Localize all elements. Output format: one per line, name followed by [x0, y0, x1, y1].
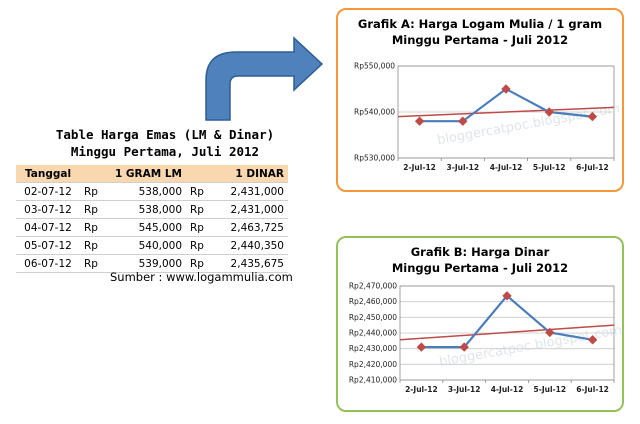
chart-b-title-line1: Grafik B: Harga Dinar	[410, 245, 550, 259]
chart-b-xtick-label: 6-Jul-12	[576, 385, 609, 394]
chart-a-title: Grafik A: Harga Logam Mulia / 1 gram Min…	[338, 16, 622, 48]
chart-a-title-line2: Minggu Pertama - Juli 2012	[391, 33, 569, 47]
cell-date: 02-07-12	[16, 182, 80, 201]
chart-b-ytick-label: Rp2,470,000	[349, 282, 397, 291]
cell-currency: Rp	[186, 236, 218, 255]
chart-a-plot: Rp530,000 Rp540,000 Rp550,000 2-Jul-12 3-Jul…	[354, 62, 621, 173]
chart-a-xtick-label: 4-Jul-12	[490, 163, 523, 172]
chart-b-data-point	[416, 342, 427, 352]
cell-currency: Rp	[80, 218, 112, 237]
chart-b-data-point	[502, 291, 512, 301]
table-title-line2: Minggu Pertama, Juli 2012	[70, 144, 260, 159]
chart-a-data-point	[501, 84, 511, 94]
table-row: 04-07-12 Rp 545,000 Rp 2,463,725	[16, 218, 288, 237]
cell-dinar: 2,435,675	[218, 254, 288, 273]
cell-lm: 545,000	[112, 218, 186, 237]
cell-currency: Rp	[80, 200, 112, 219]
cell-currency: Rp	[186, 200, 218, 219]
chart-b-plot: Rp2,410,000 Rp2,420,000 Rp2,430,000 Rp2,440…	[349, 282, 622, 395]
chart-a-trendline	[397, 106, 615, 118]
cell-lm: 540,000	[112, 236, 186, 255]
chart-a-title-line1: Grafik A: Harga Logam Mulia / 1 gram	[357, 17, 603, 31]
chart-b-data-point	[587, 335, 598, 345]
table-title-line1: Table Harga Emas (LM & Dinar)	[55, 127, 275, 142]
cell-currency: Rp	[186, 218, 218, 237]
chart-b-title-line2: Minggu Pertama - Juli 2012	[391, 261, 569, 275]
table-row: 06-07-12 Rp 539,000 Rp 2,435,675	[16, 254, 288, 273]
chart-b-xtick-label: 2-Jul-12	[405, 385, 438, 394]
chart-b-ytick-label: Rp2,420,000	[349, 360, 397, 369]
chart-b-xtick-label: 5-Jul-12	[534, 385, 567, 394]
chart-b-ytick-label: Rp2,450,000	[349, 313, 397, 322]
chart-b-xtick-label: 3-Jul-12	[448, 385, 481, 394]
cell-date: 04-07-12	[16, 218, 80, 237]
chart-a-panel: Grafik A: Harga Logam Mulia / 1 gram Min…	[336, 8, 624, 192]
cell-date: 05-07-12	[16, 236, 80, 255]
gold-price-table: Tanggal 1 GRAM LM 1 DINAR 02-07-12 Rp 53…	[16, 165, 288, 273]
chart-b-data-point	[459, 342, 469, 352]
chart-a-xtick-label: 5-Jul-12	[533, 163, 566, 172]
cell-lm: 539,000	[112, 254, 186, 273]
chart-a-xtick-label: 6-Jul-12	[576, 163, 609, 172]
chart-b-ytick-label: Rp2,430,000	[349, 344, 397, 353]
cell-currency: Rp	[80, 254, 112, 273]
chart-a-data-point	[587, 111, 598, 122]
cell-dinar: 2,463,725	[218, 218, 288, 237]
header-dinar: 1 DINAR	[186, 165, 288, 183]
cell-dinar: 2,431,000	[218, 182, 288, 201]
chart-a-ytick-label: Rp540,000	[354, 108, 395, 117]
chart-a-data-point	[414, 116, 425, 126]
chart-a-data-point	[544, 107, 554, 117]
chart-b-panel: Grafik B: Harga Dinar Minggu Pertama - J…	[336, 236, 624, 412]
table-row: 02-07-12 Rp 538,000 Rp 2,431,000	[16, 182, 288, 201]
curved-arrow-icon	[205, 36, 324, 121]
chart-a-xtick-label: 3-Jul-12	[447, 163, 480, 172]
chart-b-ytick-label: Rp2,440,000	[349, 329, 397, 338]
header-date: Tanggal	[16, 165, 80, 183]
table-header-row: Tanggal 1 GRAM LM 1 DINAR	[16, 165, 288, 183]
cell-dinar: 2,440,350	[218, 236, 288, 255]
cell-dinar: 2,431,000	[218, 200, 288, 219]
source-text: Sumber : www.logammulia.com	[110, 270, 293, 284]
chart-b-xtick-label: 4-Jul-12	[491, 385, 524, 394]
chart-b-plot-area	[399, 285, 615, 381]
chart-a-data-point	[458, 116, 468, 126]
cell-lm: 538,000	[112, 200, 186, 219]
cell-currency: Rp	[80, 236, 112, 255]
chart-a-xtick-label: 2-Jul-12	[403, 163, 436, 172]
chart-b-data-point	[545, 327, 555, 338]
chart-b-trendline	[399, 324, 615, 341]
chart-b-title: Grafik B: Harga Dinar Minggu Pertama - J…	[338, 244, 622, 276]
cell-date: 03-07-12	[16, 200, 80, 219]
cell-currency: Rp	[80, 182, 112, 201]
chart-a-ytick-label: Rp550,000	[354, 62, 395, 71]
table-row: 03-07-12 Rp 538,000 Rp 2,431,000	[16, 200, 288, 219]
table-title: Table Harga Emas (LM & Dinar) Minggu Per…	[0, 126, 330, 160]
chart-b-ytick-label: Rp2,410,000	[349, 376, 397, 385]
cell-date: 06-07-12	[16, 254, 80, 273]
cell-lm: 538,000	[112, 182, 186, 201]
chart-a-ytick-label: Rp530,000	[354, 154, 395, 163]
table-row: 05-07-12 Rp 540,000 Rp 2,440,350	[16, 236, 288, 255]
cell-currency: Rp	[186, 254, 218, 273]
chart-b-ytick-label: Rp2,460,000	[349, 297, 397, 306]
chart-a-plot-area	[397, 65, 615, 159]
header-lm: 1 GRAM LM	[80, 165, 186, 183]
cell-currency: Rp	[186, 182, 218, 201]
